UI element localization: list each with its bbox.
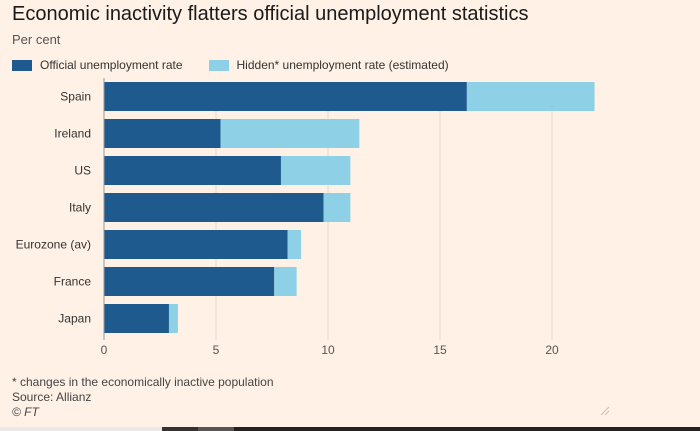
- bar-eurozone-av--series-0: [104, 230, 288, 259]
- y-tick-label-italy: Italy: [69, 201, 91, 215]
- legend-swatch-official: [12, 59, 32, 71]
- bar-italy-series-1: [323, 193, 351, 222]
- x-tick-label-0: 0: [101, 343, 108, 357]
- bar-spain-series-0: [104, 82, 467, 111]
- legend-swatch-hidden: [208, 59, 229, 71]
- legend-item-official: Official unemployment rate: [12, 58, 183, 72]
- resize-handle-icon[interactable]: [598, 404, 610, 416]
- legend-label-official: Official unemployment rate: [40, 58, 183, 72]
- bar-eurozone-av--series-1: [287, 230, 302, 259]
- x-tick-label-20: 20: [545, 343, 559, 357]
- y-tick-label-us: US: [74, 164, 91, 178]
- bar-us-series-0: [104, 156, 281, 185]
- bar-us-series-1: [280, 156, 351, 185]
- credit-text: © FT: [12, 405, 39, 419]
- y-tick-label-eurozone-av-: Eurozone (av): [16, 238, 91, 252]
- bar-japan-series-1: [168, 304, 178, 333]
- bar-spain-series-1: [466, 82, 595, 111]
- taskbar-segment: [234, 427, 700, 431]
- window-bottom-bar: [0, 427, 700, 431]
- taskbar-segment: [198, 427, 234, 431]
- y-tick-label-japan: Japan: [58, 312, 91, 326]
- bar-japan-series-0: [104, 304, 169, 333]
- chart-legend: Official unemployment rate Hidden* unemp…: [12, 58, 475, 72]
- bar-france-series-0: [104, 267, 275, 296]
- bar-ireland-series-0: [104, 119, 221, 148]
- x-tick-label-10: 10: [321, 343, 335, 357]
- y-tick-label-france: France: [54, 275, 92, 289]
- taskbar-segment: [162, 427, 198, 431]
- legend-label-hidden: Hidden* unemployment rate (estimated): [236, 58, 449, 72]
- x-tick-label-15: 15: [433, 343, 447, 357]
- bar-ireland-series-1: [220, 119, 360, 148]
- chart-footnote: * changes in the economically inactive p…: [12, 375, 274, 420]
- y-tick-label-spain: Spain: [60, 90, 91, 104]
- x-tick-label-5: 5: [213, 343, 220, 357]
- chart-title: Economic inactivity flatters official un…: [12, 3, 529, 25]
- chart-subtitle: Per cent: [12, 32, 61, 47]
- footnote-text: * changes in the economically inactive p…: [12, 375, 274, 389]
- source-text: Source: Allianz: [12, 390, 92, 404]
- y-tick-label-ireland: Ireland: [54, 127, 91, 141]
- legend-item-hidden: Hidden* unemployment rate (estimated): [208, 58, 449, 72]
- bar-france-series-1: [274, 267, 297, 296]
- bar-italy-series-0: [104, 193, 324, 222]
